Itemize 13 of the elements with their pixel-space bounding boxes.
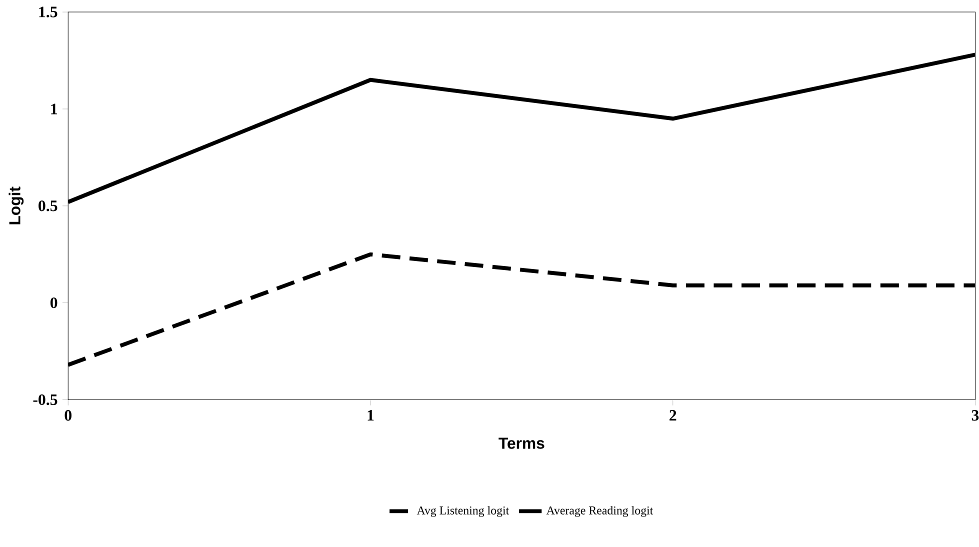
- legend-label: Avg Listening logit: [416, 506, 510, 518]
- y-tick-label: 1.5: [39, 6, 58, 18]
- y-tick-label: 0.5: [38, 200, 58, 212]
- y-tick-label: -0.5: [33, 394, 58, 406]
- x-tick-label: 2: [670, 410, 676, 421]
- x-tick-label: 3: [972, 410, 979, 421]
- y-tick-label: 0: [50, 298, 58, 308]
- legend-label: Average Reading logit: [546, 506, 654, 518]
- x-axis-title: Terms: [498, 438, 544, 450]
- x-tick-label: 0: [64, 410, 72, 421]
- y-tick-label: 1: [51, 104, 57, 114]
- y-axis-title: Logit: [8, 186, 24, 224]
- x-tick-label: 1: [368, 410, 374, 421]
